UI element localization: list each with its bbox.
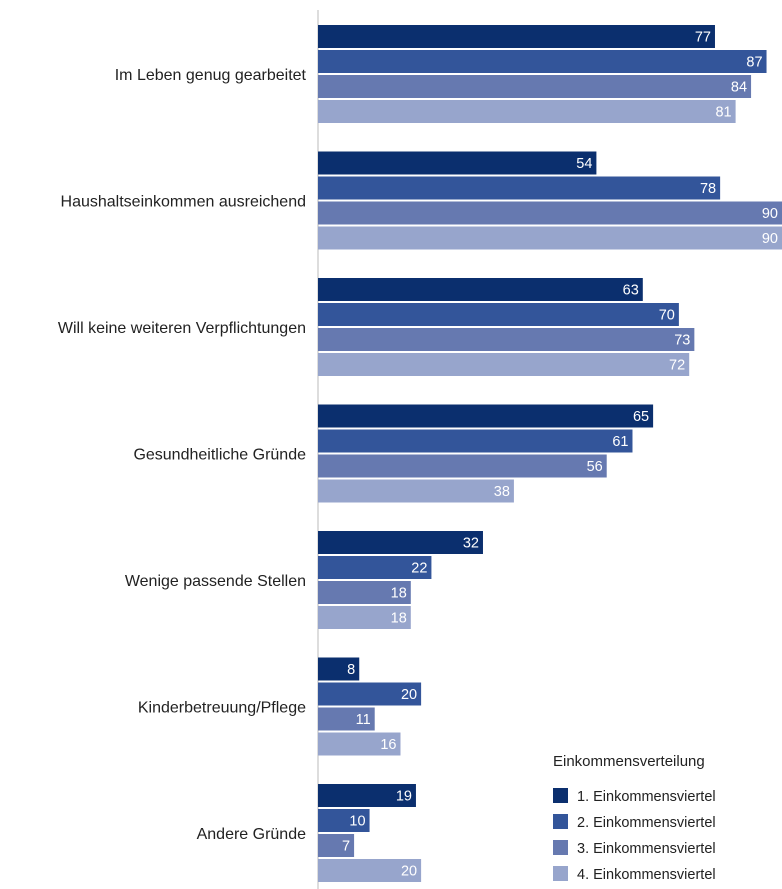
legend-title: Einkommensverteilung bbox=[553, 753, 705, 770]
bar-kinderbetreuung-pflege-series-2 bbox=[318, 682, 422, 706]
bar-wenige-passende-stellen-series-3 bbox=[318, 581, 411, 604]
category-label: Haushaltseinkommen ausreichend bbox=[61, 194, 306, 211]
legend-label-3: 3. Einkommensviertel bbox=[577, 841, 716, 857]
bar-value-label: 90 bbox=[762, 206, 778, 222]
bar-wenige-passende-stellen-series-2 bbox=[318, 556, 432, 579]
bar-value-label: 77 bbox=[695, 30, 711, 46]
legend-label-2: 2. Einkommensviertel bbox=[577, 815, 716, 831]
category-labels: Im Leben genug gearbeitet Haushaltseinkom… bbox=[58, 67, 307, 843]
bar-value-label: 38 bbox=[494, 484, 510, 500]
bar-andere-gr-nde-series-4 bbox=[318, 859, 422, 882]
bar-haushaltseinkommen-ausreichend-series-1 bbox=[318, 151, 597, 175]
bar-value-label: 56 bbox=[587, 459, 603, 475]
bar-value-label: 65 bbox=[633, 409, 649, 425]
bar-andere-gr-nde-series-2 bbox=[318, 809, 370, 832]
bar-gesundheitliche-gr-nde-series-2 bbox=[318, 429, 633, 453]
legend-swatch-4 bbox=[553, 866, 568, 881]
bar-value-label: 16 bbox=[380, 737, 396, 753]
category-label: Im Leben genug gearbeitet bbox=[115, 67, 307, 84]
bar-value-label: 70 bbox=[659, 308, 675, 324]
bars-layer: 7787848154789090637073726561563832221818… bbox=[318, 25, 782, 882]
bar-value-label: 90 bbox=[762, 231, 778, 247]
legend-swatch-1 bbox=[553, 788, 568, 803]
bar-value-label: 22 bbox=[411, 561, 427, 577]
bar-wenige-passende-stellen-series-4 bbox=[318, 606, 411, 629]
bar-value-label: 32 bbox=[463, 536, 479, 552]
bar-value-label: 54 bbox=[576, 156, 592, 172]
bar-andere-gr-nde-series-1 bbox=[318, 784, 416, 807]
bar-value-label: 81 bbox=[715, 105, 731, 121]
category-label: Kinderbetreuung/Pflege bbox=[138, 700, 306, 717]
bar-im-leben-genug-gearbeitet-series-1 bbox=[318, 25, 715, 48]
bar-wenige-passende-stellen-series-1 bbox=[318, 531, 483, 554]
bar-im-leben-genug-gearbeitet-series-4 bbox=[318, 100, 736, 123]
bar-will-keine-weiteren-verpflichtungen-series-2 bbox=[318, 303, 679, 326]
bar-will-keine-weiteren-verpflichtungen-series-4 bbox=[318, 353, 690, 376]
bar-andere-gr-nde-series-3 bbox=[318, 834, 355, 857]
bar-gesundheitliche-gr-nde-series-1 bbox=[318, 404, 654, 428]
bar-gesundheitliche-gr-nde-series-3 bbox=[318, 454, 607, 478]
bar-haushaltseinkommen-ausreichend-series-3 bbox=[318, 201, 782, 225]
bar-value-label: 11 bbox=[356, 712, 371, 728]
bar-value-label: 20 bbox=[401, 687, 417, 703]
bar-haushaltseinkommen-ausreichend-series-2 bbox=[318, 176, 721, 200]
legend: Einkommensverteilung 1. Einkommensvierte… bbox=[553, 753, 716, 883]
bar-value-label: 18 bbox=[391, 611, 407, 627]
legend-swatch-2 bbox=[553, 814, 568, 829]
bar-value-label: 72 bbox=[669, 358, 685, 374]
bar-will-keine-weiteren-verpflichtungen-series-1 bbox=[318, 278, 643, 301]
bar-value-label: 73 bbox=[674, 333, 690, 349]
bar-value-label: 78 bbox=[700, 181, 716, 197]
bar-will-keine-weiteren-verpflichtungen-series-3 bbox=[318, 328, 695, 351]
bar-value-label: 20 bbox=[401, 864, 417, 880]
bar-value-label: 61 bbox=[612, 434, 628, 450]
bar-haushaltseinkommen-ausreichend-series-4 bbox=[318, 226, 782, 250]
legend-swatch-3 bbox=[553, 840, 568, 855]
bar-value-label: 19 bbox=[396, 789, 412, 805]
bar-kinderbetreuung-pflege-series-4 bbox=[318, 732, 401, 756]
bar-gesundheitliche-gr-nde-series-4 bbox=[318, 479, 514, 503]
bar-value-label: 8 bbox=[347, 662, 355, 678]
bar-im-leben-genug-gearbeitet-series-3 bbox=[318, 75, 752, 98]
category-label: Andere Gründe bbox=[197, 826, 307, 843]
bar-value-label: 10 bbox=[349, 814, 365, 830]
bar-kinderbetreuung-pflege-series-1 bbox=[318, 657, 360, 681]
bar-value-label: 18 bbox=[391, 586, 407, 602]
bar-value-label: 7 bbox=[342, 839, 350, 855]
legend-label-1: 1. Einkommensviertel bbox=[577, 789, 716, 805]
bar-value-label: 87 bbox=[746, 55, 762, 71]
category-label: Wenige passende Stellen bbox=[125, 573, 306, 590]
legend-label-4: 4. Einkommensviertel bbox=[577, 867, 716, 883]
bar-value-label: 63 bbox=[623, 283, 639, 299]
bar-im-leben-genug-gearbeitet-series-2 bbox=[318, 50, 767, 73]
category-label: Will keine weiteren Verpflichtungen bbox=[58, 320, 306, 337]
bar-kinderbetreuung-pflege-series-3 bbox=[318, 707, 375, 731]
category-label: Gesundheitliche Gründe bbox=[133, 447, 306, 464]
bar-value-label: 84 bbox=[731, 80, 747, 96]
